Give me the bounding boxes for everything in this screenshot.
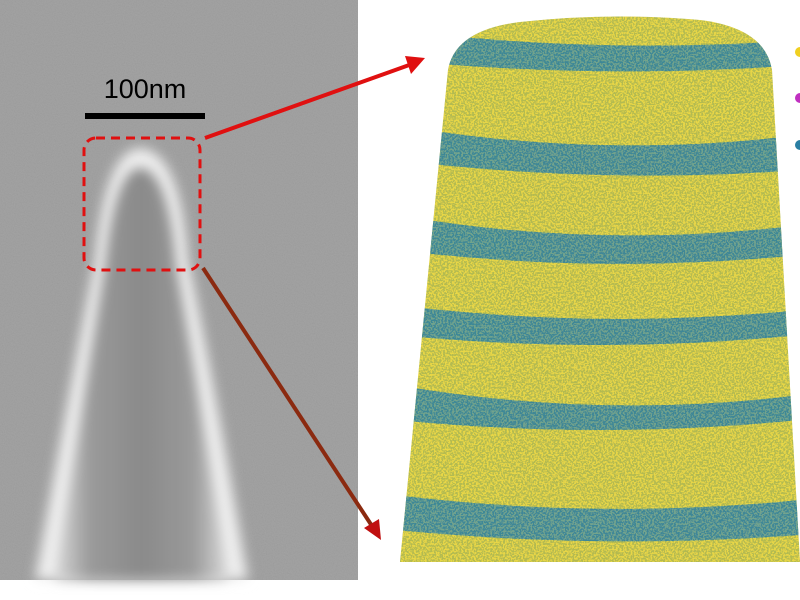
arrows xyxy=(201,56,425,540)
speckle xyxy=(400,16,800,562)
zoom-box xyxy=(82,136,202,272)
reconstruction xyxy=(400,16,800,562)
arrow-head xyxy=(405,56,425,74)
scale-bar-label: 100nm xyxy=(104,74,187,104)
tip xyxy=(55,168,228,580)
sem-panel: 100nm xyxy=(0,0,358,580)
arrow-bottom xyxy=(201,266,374,528)
arrow-head xyxy=(364,519,381,540)
legend-markers xyxy=(795,47,800,150)
arrow-top xyxy=(204,62,413,140)
